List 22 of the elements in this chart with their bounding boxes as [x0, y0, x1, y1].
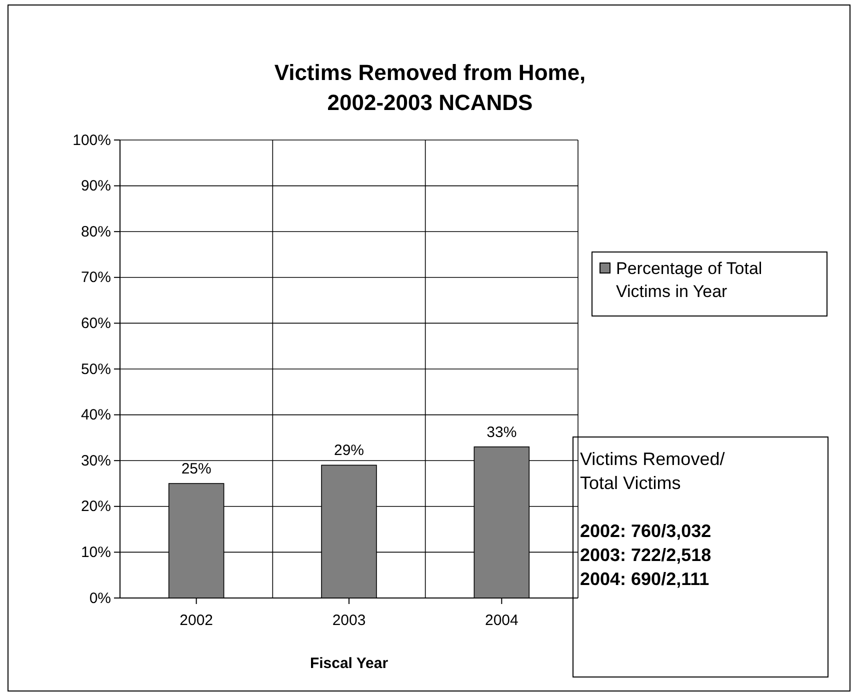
x-tick-label: 2002: [180, 612, 214, 629]
y-tick-label: 0%: [89, 590, 111, 607]
x-tick-label: 2004: [484, 612, 518, 629]
y-tick-label: 60%: [80, 315, 111, 332]
x-axis-title: Fiscal Year: [310, 655, 388, 672]
y-tick-label: 40%: [80, 406, 111, 424]
y-tick-label: 90%: [80, 178, 111, 195]
x-tick-label: 2003: [332, 612, 366, 629]
data-label: 33%: [486, 424, 517, 441]
chart-title: Victims Removed from Home, 2002-2003 NCANDS: [274, 60, 586, 115]
text: Victims Removed/ Total Victims: [580, 449, 725, 493]
text: 2002: 760/3,032 2003: 722/2,518 2004: 690/2,111: [580, 521, 712, 589]
y-tick-label: 20%: [80, 498, 111, 516]
data-label: 29%: [334, 442, 364, 460]
y-tick-label: 10%: [80, 544, 111, 561]
y-tick-label: 80%: [80, 223, 111, 240]
data-label: 25%: [181, 460, 212, 478]
y-tick-label: 70%: [80, 269, 111, 286]
legend-label: Percentage of Total Victims in Year: [616, 259, 762, 301]
y-tick-label: 30%: [80, 452, 111, 470]
y-tick-label: 100%: [72, 132, 111, 149]
y-tick-label: 50%: [80, 360, 111, 378]
